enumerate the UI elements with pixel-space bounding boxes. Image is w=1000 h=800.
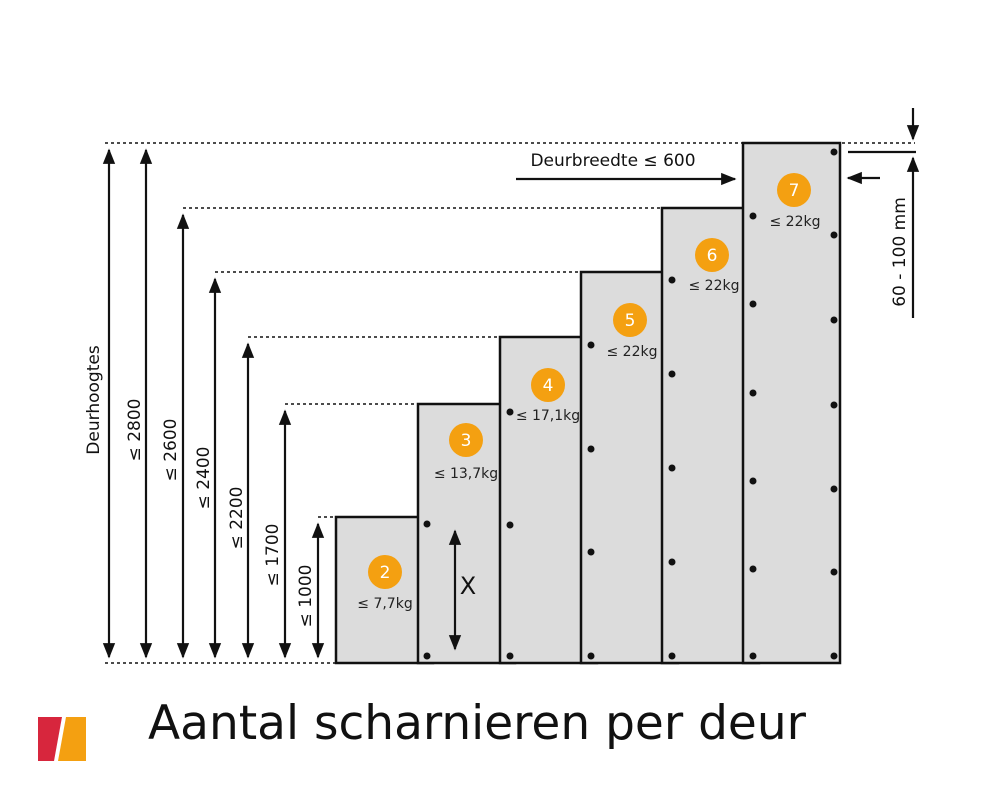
hinge-count-7: 7 (789, 181, 800, 201)
brand-logo-icon (38, 717, 86, 761)
hinge-dot (423, 652, 431, 660)
hinge-dot (830, 568, 838, 576)
hinge-dot (749, 565, 757, 573)
weight-label-6: ≤ 22kg (689, 278, 740, 294)
hinge-dot (668, 464, 676, 472)
hinge-dot (506, 652, 514, 660)
hinge-dot (506, 408, 514, 416)
hinge-dot (587, 652, 595, 660)
logo-right-shape (58, 717, 86, 761)
spacing-label: X (460, 572, 476, 600)
hinge-dot (830, 485, 838, 493)
height-label-2200: ≤ 2200 (227, 487, 247, 550)
hinge-dot (749, 212, 757, 220)
hinge-dot (587, 548, 595, 556)
hinge-count-2: 2 (380, 563, 391, 583)
height-labels: Deurhoogtes ≤ 2800 ≤ 2600 ≤ 2400 ≤ 2200 … (84, 345, 316, 627)
width-indicator: Deurbreedte ≤ 600 (516, 151, 737, 186)
hinge-dot (423, 520, 431, 528)
hinge-count-4: 4 (543, 376, 554, 396)
height-label-1700: ≤ 1700 (263, 524, 283, 587)
weight-label-4: ≤ 17,1kg (516, 408, 580, 424)
door-badges: 2 ≤ 7,7kg 3 ≤ 13,7kg 4 ≤ 17,1kg 5 ≤ 22kg… (357, 173, 821, 612)
door-7-hinges (741, 141, 842, 665)
hinge-dot (668, 370, 676, 378)
hinge-dot (830, 401, 838, 409)
hinge-count-5: 5 (625, 311, 636, 331)
height-label-2600: ≤ 2600 (161, 419, 181, 482)
hinge-dot (749, 477, 757, 485)
hinge-dots (423, 148, 838, 660)
hinge-dot (830, 652, 838, 660)
hinge-dot (506, 521, 514, 529)
weight-label-5: ≤ 22kg (607, 344, 658, 360)
height-label-2400: ≤ 2400 (194, 447, 214, 510)
doors (334, 141, 842, 665)
logo-left-shape (38, 717, 62, 761)
page-title: Aantal scharnieren per deur (148, 696, 806, 751)
weight-label-2: ≤ 7,7kg (357, 596, 412, 612)
hinge-dot (587, 341, 595, 349)
hinge-dot (587, 445, 595, 453)
hinge-dot (749, 652, 757, 660)
hinge-dot (830, 316, 838, 324)
hinge-dot (668, 276, 676, 284)
height-arrows (102, 148, 462, 659)
hinge-count-badge (449, 423, 483, 457)
hinge-dot (668, 558, 676, 566)
hinge-dot (830, 148, 838, 156)
height-label-2800: ≤ 2800 (125, 399, 145, 462)
hinge-count-badge (777, 173, 811, 207)
weight-label-7: ≤ 22kg (770, 214, 821, 230)
hinge-count-badge (695, 238, 729, 272)
offset-label: 60 - 100 mm (890, 197, 910, 307)
offset-indicator: 60 - 100 mm (846, 108, 920, 318)
hinge-count-badge (531, 368, 565, 402)
guide-lines (105, 142, 915, 664)
hinge-dot (749, 389, 757, 397)
width-label: Deurbreedte ≤ 600 (530, 151, 695, 171)
hinge-count-badge (613, 303, 647, 337)
hinge-count-6: 6 (707, 246, 718, 266)
hinges-diagram: 2 ≤ 7,7kg 3 ≤ 13,7kg 4 ≤ 17,1kg 5 ≤ 22kg… (84, 108, 920, 665)
hinge-dot (749, 300, 757, 308)
height-axis-label: Deurhoogtes (84, 345, 104, 455)
hinge-count-badge (368, 555, 402, 589)
weight-label-3: ≤ 13,7kg (434, 466, 498, 482)
height-label-1000: ≤ 1000 (296, 565, 316, 628)
hinge-dot (830, 231, 838, 239)
hinge-count-3: 3 (461, 431, 472, 451)
hinge-dot (668, 652, 676, 660)
